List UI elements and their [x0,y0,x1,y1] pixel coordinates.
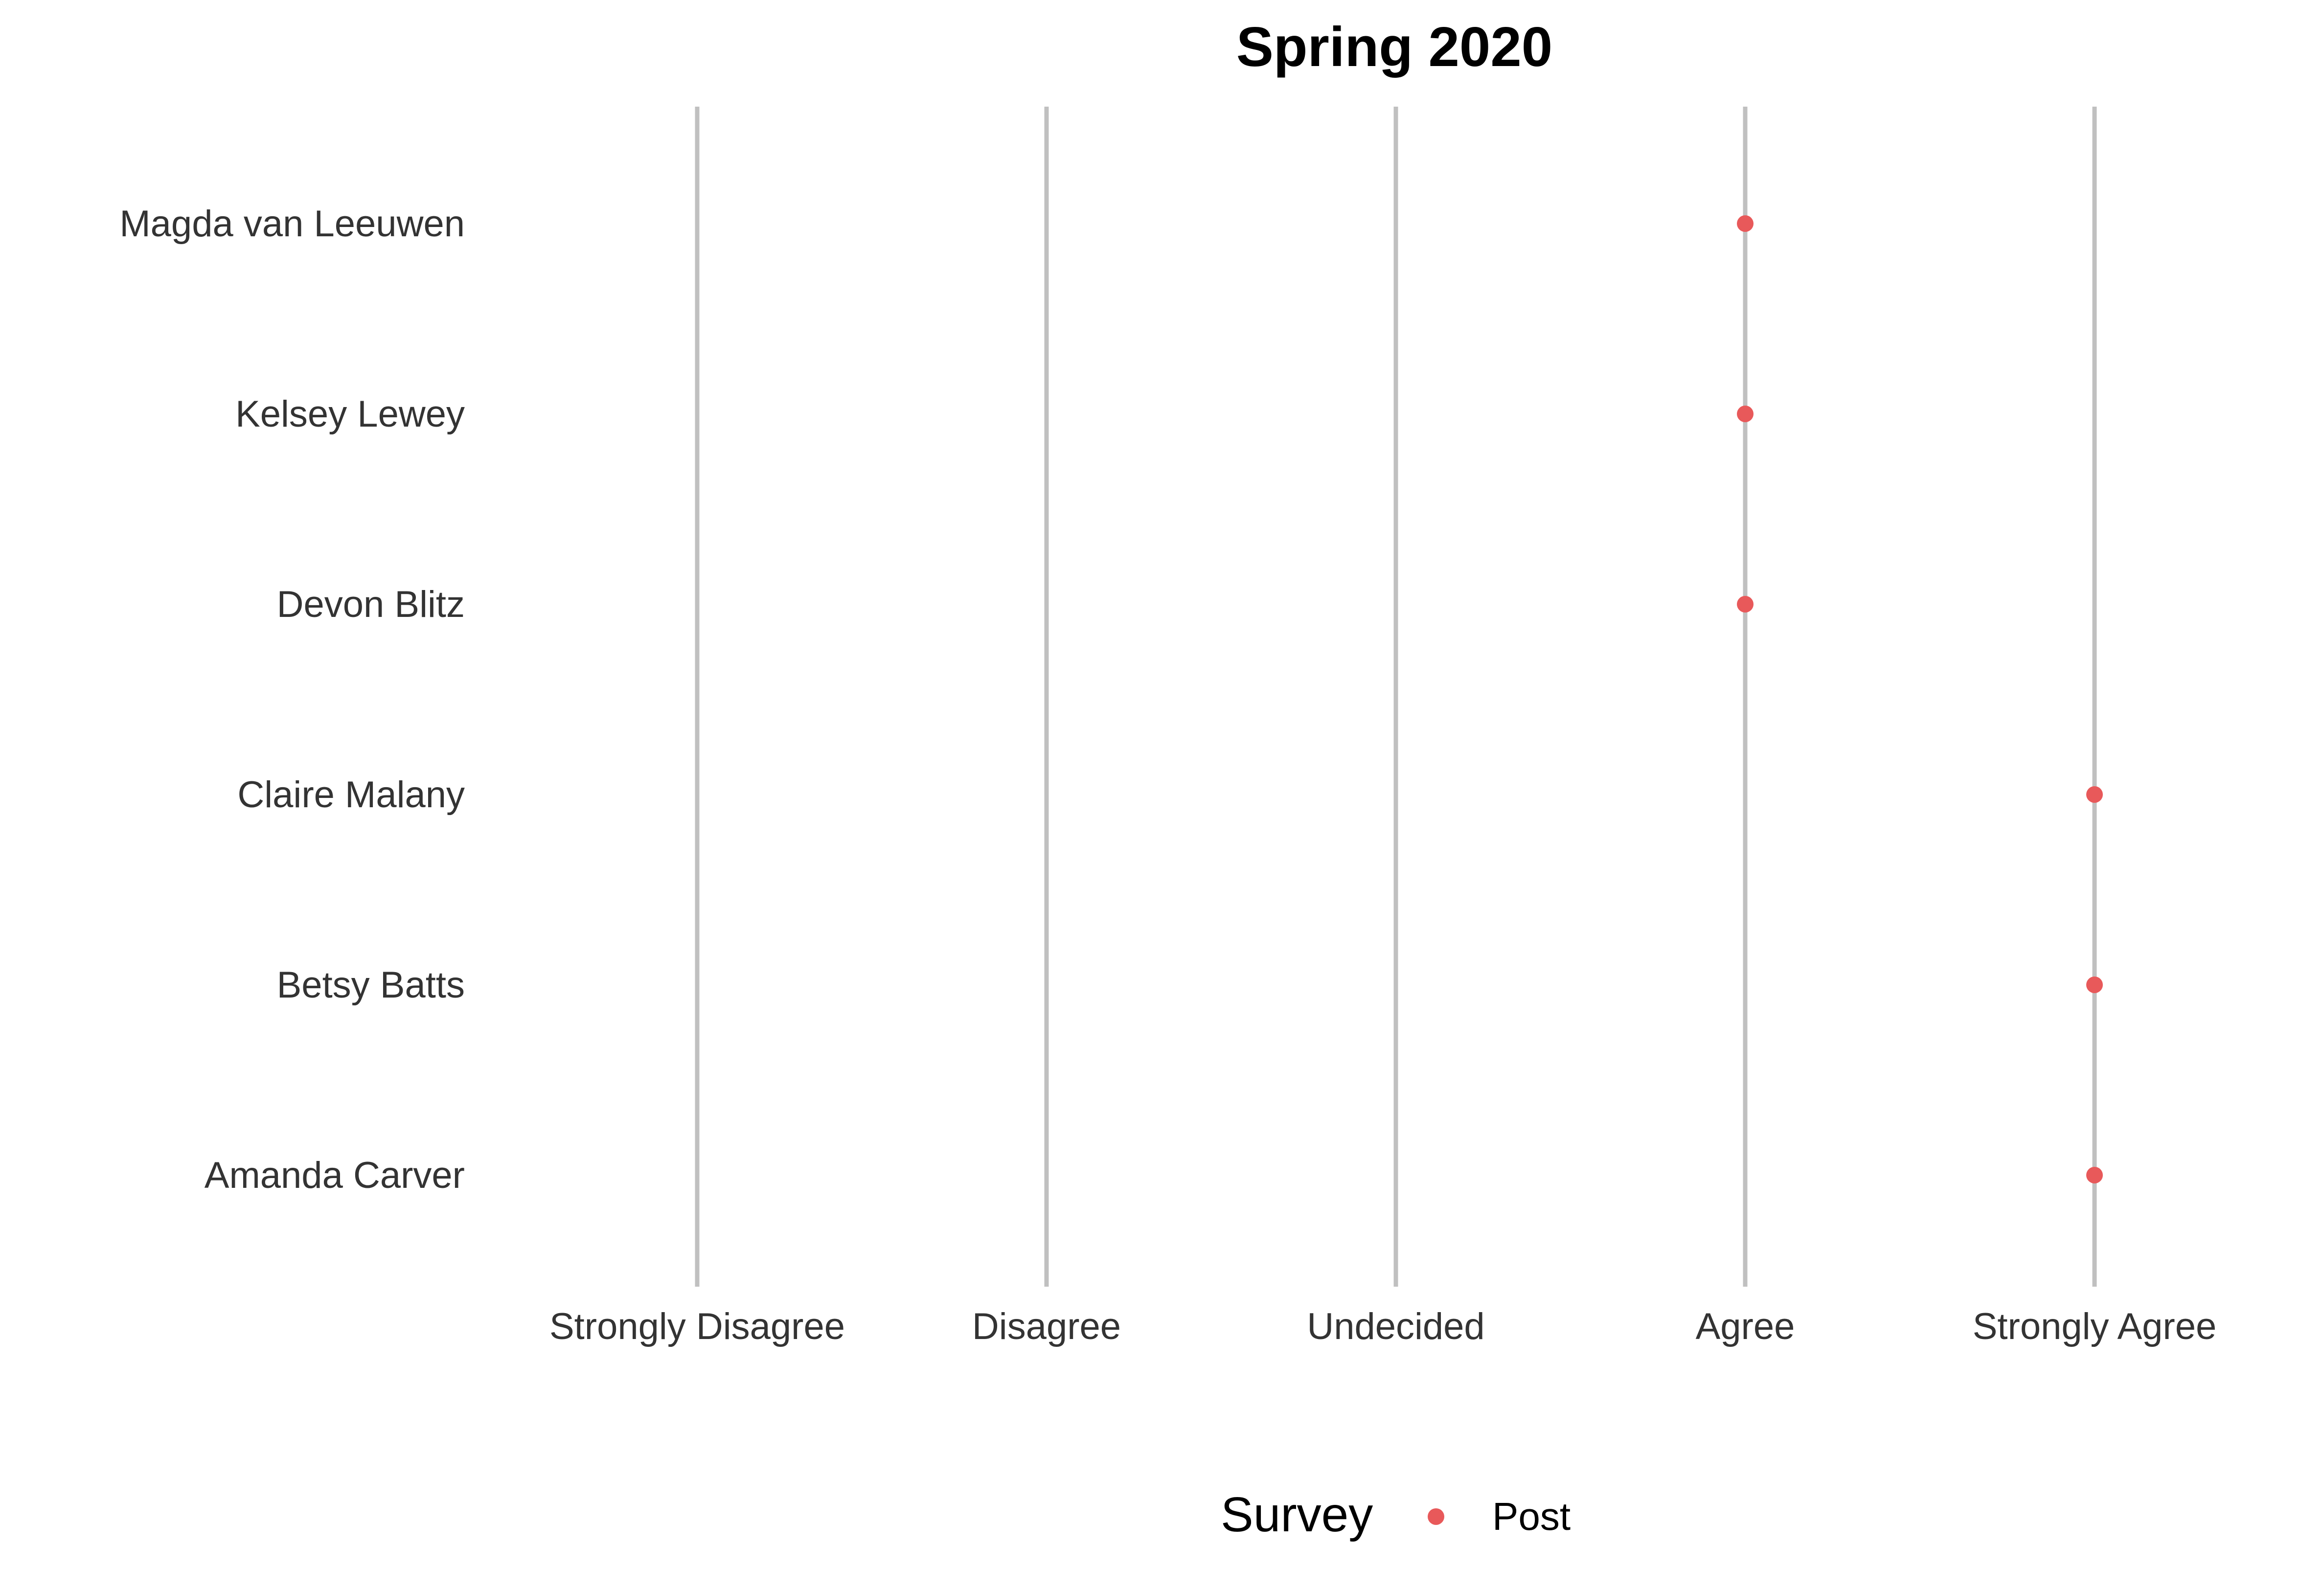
x-axis-labels: Strongly Disagree Disagree Undecided Agree S… [549,1306,2216,1347]
data-point [2086,977,2103,993]
y-tick-label: Devon Blitz [277,584,465,625]
legend-marker [1428,1508,1444,1525]
data-point [1737,406,1754,422]
y-axis-labels: Magda van Leeuwen Kelsey Lewey Devon Blitz… [119,203,465,1196]
y-tick-label: Magda van Leeuwen [119,203,465,245]
legend: Survey Post [1221,1487,1571,1542]
data-point [2086,786,2103,803]
data-point [2086,1167,2103,1183]
x-tick-label: Strongly Disagree [549,1306,845,1347]
data-points [1737,215,2103,1183]
y-tick-label: Claire Malany [237,774,465,816]
y-tick-label: Betsy Batts [277,964,465,1006]
legend-title: Survey [1221,1487,1373,1542]
grid-lines [695,107,2097,1287]
legend-items: Post [1428,1495,1571,1538]
data-point [1737,215,1754,232]
x-tick-label: Undecided [1307,1306,1484,1347]
x-tick-label: Strongly Agree [1973,1306,2217,1347]
x-tick-label: Agree [1696,1306,1795,1347]
y-tick-label: Amanda Carver [205,1155,465,1196]
x-tick-label: Disagree [972,1306,1121,1347]
y-tick-label: Kelsey Lewey [235,393,465,435]
legend-label: Post [1492,1495,1571,1538]
chart-title: Spring 2020 [1236,16,1552,78]
data-point [1737,596,1754,613]
